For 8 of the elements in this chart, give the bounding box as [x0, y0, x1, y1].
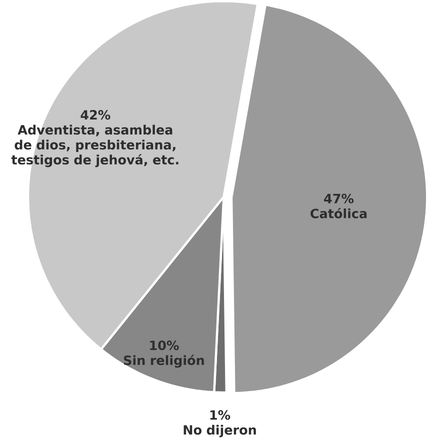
data-label: 1%	[210, 410, 230, 420]
data-label: 10%	[150, 340, 179, 350]
slice-label: Sin religión	[124, 354, 204, 368]
data-label: 47%	[324, 194, 354, 204]
slice-label: No dijeron	[184, 424, 256, 438]
data-label: 42%	[80, 110, 110, 120]
slice-label: Católica	[310, 208, 367, 218]
slice-label: Adventista, asamblea de dios, presbiteriana, testigos de jehová, etc.	[11, 124, 178, 168]
